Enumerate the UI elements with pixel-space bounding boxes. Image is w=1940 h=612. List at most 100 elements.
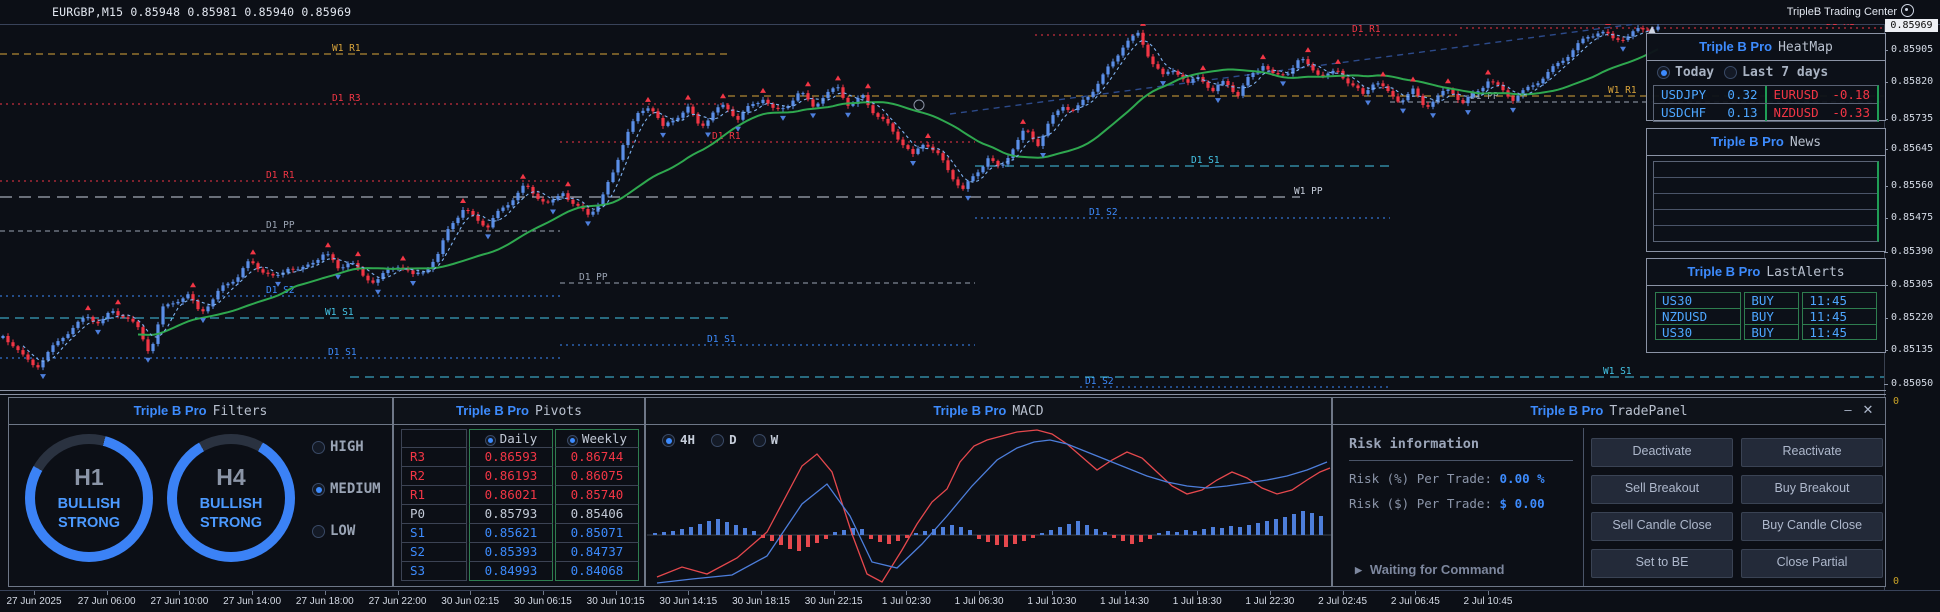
sell-breakout-button[interactable]: Sell Breakout xyxy=(1591,475,1733,504)
sell-arrow-icon xyxy=(1485,69,1491,75)
radio-icon[interactable] xyxy=(312,441,325,454)
sell-arrow-icon xyxy=(520,173,526,179)
macd-radio-4h[interactable] xyxy=(662,434,675,447)
filter-radio-label: HIGH xyxy=(330,439,364,455)
macd-radio-label[interactable]: W xyxy=(770,432,779,447)
buy-arrow-icon xyxy=(705,132,711,138)
filter-radio-low[interactable]: LOW xyxy=(312,522,365,539)
pivot-line-label: D1 R1 xyxy=(712,131,741,142)
risk-separator xyxy=(1349,460,1573,461)
time-axis-label: 27 Jun 2025 xyxy=(6,596,62,607)
price-axis[interactable]: 0.85905 0.85820 0.85735 0.85645 0.85560 0.854… xyxy=(1883,24,1940,590)
filter-radio-medium[interactable]: MEDIUM xyxy=(312,480,391,497)
close-button[interactable]: ✕ xyxy=(1862,402,1874,417)
gauge-h1-timeframe: H1 xyxy=(74,463,104,490)
time-axis-tick xyxy=(1197,591,1199,595)
macd-radio-w[interactable] xyxy=(752,434,766,447)
sell-arrow-icon xyxy=(1140,20,1146,26)
gauge-h4-bias: BULLISH xyxy=(199,495,263,512)
time-axis-tick xyxy=(397,591,399,595)
gauge-h1: H1 BULLISH STRONG xyxy=(25,434,153,562)
buy-candle-close-button[interactable]: Buy Candle Close xyxy=(1741,512,1883,541)
buy-arrow-icon xyxy=(145,357,151,363)
macd-histogram-bar xyxy=(725,522,729,535)
macd-radio-label[interactable]: 4H xyxy=(680,432,696,447)
macd-histogram-bar xyxy=(1148,535,1152,539)
macd-histogram-bar xyxy=(977,535,981,539)
heatmap-radio-label[interactable]: Today xyxy=(1675,65,1715,80)
sell-candle-close-button[interactable]: Sell Candle Close xyxy=(1591,512,1733,541)
macd-histogram-bar xyxy=(968,530,972,535)
macd-panel: Triple B Pro MACD 4H D W xyxy=(645,397,1332,587)
buy-arrow-icon xyxy=(95,329,101,335)
pivots-panel: Triple B Pro Pivots Daily Weekly R3 0.86593 0… xyxy=(393,397,645,587)
last-alerts-title: Triple B Pro LastAlerts xyxy=(1647,259,1885,286)
alert-symbol: NZDUSD xyxy=(1655,308,1742,324)
heatmap-radio-today[interactable] xyxy=(1657,66,1670,79)
macd-timeframe-radios: 4H D W xyxy=(656,431,788,449)
deactivate-button[interactable]: Deactivate xyxy=(1591,438,1733,467)
time-axis-label: 27 Jun 14:00 xyxy=(223,596,282,607)
heatmap-radio-last-7-days[interactable] xyxy=(1724,66,1738,79)
set-to-be-button[interactable]: Set to BE xyxy=(1591,549,1733,578)
price-chart-svg[interactable]: W1 R1 D1 R3 D1 R1 D1 PP W1 PP W1 S1 D1 S1 D1 S2… xyxy=(0,16,1884,390)
macd-radio-label[interactable]: D xyxy=(729,432,737,447)
sell-arrow-icon xyxy=(865,83,871,89)
macd-main-line-blue xyxy=(656,439,1328,584)
buy-breakout-button[interactable]: Buy Breakout xyxy=(1741,475,1883,504)
buy-arrow-icon xyxy=(335,274,341,280)
macd-histogram-bar xyxy=(815,535,819,543)
price-chart-area[interactable]: W1 R1 D1 R3 D1 R1 D1 PP W1 PP W1 S1 D1 S1 D1 S2… xyxy=(0,16,1884,390)
macd-histogram-bar xyxy=(1076,521,1080,535)
macd-histogram-bar xyxy=(1058,527,1062,535)
time-axis[interactable]: 27 Jun 2025 27 Jun 06:00 27 Jun 10:00 27 Ju… xyxy=(0,590,1940,612)
gauge-h4: H4 BULLISH STRONG xyxy=(167,434,295,562)
sell-arrow-icon xyxy=(1605,19,1611,25)
time-axis-label: 30 Jun 14:15 xyxy=(659,596,718,607)
macd-histogram-bar xyxy=(1229,526,1233,535)
macd-histogram-bar xyxy=(1004,535,1008,547)
macd-radio-d[interactable] xyxy=(711,434,725,447)
macd-histogram-bar xyxy=(1112,535,1116,538)
radio-icon[interactable] xyxy=(484,435,496,446)
sell-arrow-icon xyxy=(400,255,406,261)
radio-icon[interactable] xyxy=(566,435,578,446)
time-axis-label: 1 Jul 10:30 xyxy=(1027,596,1077,607)
chart-panel-separator[interactable] xyxy=(0,390,1886,391)
macd-histogram-bar xyxy=(869,535,873,539)
gauge-h4-timeframe: H4 xyxy=(216,463,246,490)
buy-arrow-icon xyxy=(810,113,816,119)
heatmap-cell-nzdusd: NZDUSD -0.33 xyxy=(1773,105,1871,120)
news-row xyxy=(1654,178,1877,194)
sell-arrow-icon xyxy=(565,181,571,187)
pivot-daily-value: 0.85621 xyxy=(469,524,553,543)
macd-histogram-bar xyxy=(1184,530,1188,535)
time-axis-label: 1 Jul 18:30 xyxy=(1172,596,1222,607)
pivot-line-label: W1 S1 xyxy=(325,307,354,318)
buy-arrow-icon xyxy=(1280,81,1286,87)
close-partial-button[interactable]: Close Partial xyxy=(1741,549,1883,578)
sell-arrow-icon xyxy=(1410,76,1416,82)
subwindow-zero-label: 0 xyxy=(1893,576,1900,587)
filter-radio-high[interactable]: HIGH xyxy=(312,438,374,455)
pivot-level-label: R3 xyxy=(401,448,467,467)
macd-histogram-bar xyxy=(770,535,774,541)
chart-object-circle xyxy=(913,99,925,111)
pivots-header-daily[interactable]: Daily xyxy=(469,429,553,448)
pivot-line-label: W1 R1 xyxy=(332,43,361,54)
radio-icon[interactable] xyxy=(312,483,325,496)
macd-histogram-bar xyxy=(833,532,837,535)
macd-histogram-bar xyxy=(851,528,855,535)
current-price-tag: 0.85969 xyxy=(1885,19,1938,32)
reactivate-button[interactable]: Reactivate xyxy=(1741,438,1883,467)
time-axis-tick xyxy=(1124,591,1126,595)
pivots-header-weekly[interactable]: Weekly xyxy=(555,429,639,448)
minimize-button[interactable]: – xyxy=(1844,402,1852,417)
heatmap-radio-label[interactable]: Last 7 days xyxy=(1742,65,1829,80)
radio-icon[interactable] xyxy=(312,525,325,538)
sell-arrow-icon xyxy=(325,242,331,248)
time-axis-tick xyxy=(106,591,108,595)
price-tick-label: 0.85735 xyxy=(1883,113,1934,124)
price-tick-label: 0.85050 xyxy=(1883,378,1934,389)
news-row xyxy=(1654,210,1877,226)
